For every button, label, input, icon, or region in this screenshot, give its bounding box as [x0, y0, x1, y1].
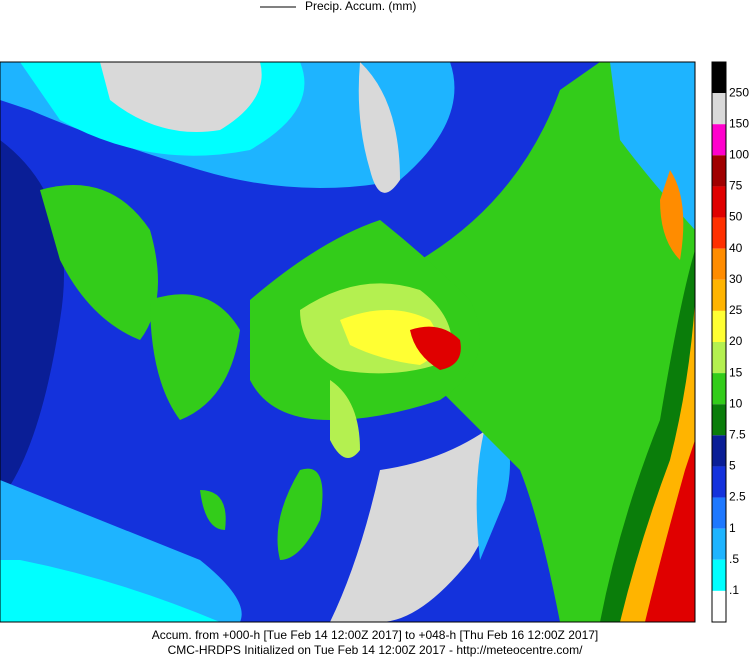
colorbar-swatch [712, 155, 726, 187]
colorbar-swatch [712, 279, 726, 311]
colorbar-swatch [712, 590, 726, 622]
colorbar-label: 75 [729, 179, 743, 193]
colorbar-swatch [712, 217, 726, 249]
colorbar-label: 40 [729, 241, 743, 255]
colorbar-label: 7.5 [729, 428, 746, 442]
colorbar-label: 2.5 [729, 490, 746, 504]
colorbar-label: .5 [729, 552, 739, 566]
colorbar-label: 1 [729, 521, 736, 535]
colorbar-swatch [712, 248, 726, 280]
colorbar-label: 50 [729, 210, 743, 224]
colorbar-swatch [712, 528, 726, 560]
legend-label: Precip. Accum. (mm) [305, 0, 416, 13]
colorbar-label: 250 [729, 85, 749, 99]
colorbar-swatch [712, 497, 726, 529]
map [0, 61, 696, 623]
colorbar-label: 15 [729, 365, 743, 379]
colorbar-swatch [712, 124, 726, 156]
footer-line-1: Accum. from +000-h [Tue Feb 14 12:00Z 20… [152, 628, 599, 642]
colorbar-label: 150 [729, 116, 749, 130]
colorbar-swatch [712, 373, 726, 405]
colorbar-swatch [712, 310, 726, 342]
colorbar-swatch [712, 466, 726, 498]
colorbar: 250 150 100 75 50 40 30 25 20 15 10 7.5 5 2.5 1 .5 .1 [711, 61, 749, 623]
colorbar-label: 100 [729, 148, 749, 162]
colorbar-swatch [712, 404, 726, 436]
colorbar-label: .1 [729, 583, 739, 597]
colorbar-label: 10 [729, 396, 743, 410]
colorbar-swatch [712, 93, 726, 125]
colorbar-label: 5 [729, 459, 736, 473]
colorbar-swatch [712, 186, 726, 218]
colorbar-swatch [712, 435, 726, 467]
colorbar-swatch [712, 342, 726, 374]
colorbar-label: 30 [729, 272, 743, 286]
colorbar-label: 25 [729, 303, 743, 317]
colorbar-frame [711, 61, 727, 623]
colorbar-label: 20 [729, 334, 743, 348]
footer-line-2: CMC-HRDPS Initialized on Tue Feb 14 12:0… [168, 643, 584, 657]
colorbar-swatch [712, 62, 726, 94]
colorbar-swatch [712, 559, 726, 591]
